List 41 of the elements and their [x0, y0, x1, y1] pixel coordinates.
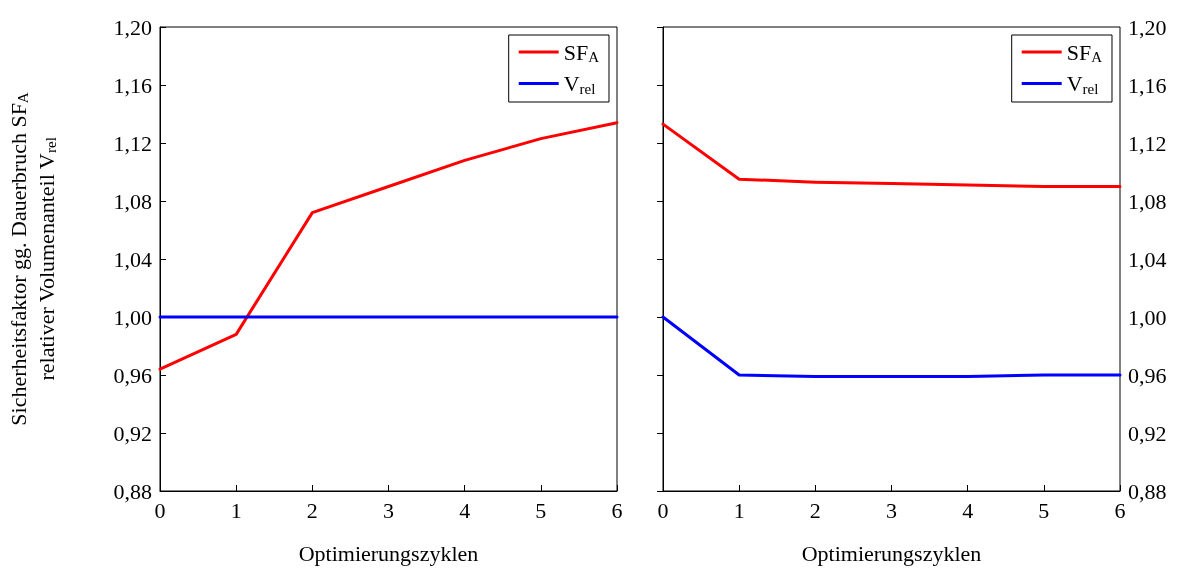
y-tick-label: 0,92 — [1128, 420, 1167, 446]
y-tick-label: 0,92 — [113, 420, 152, 446]
legend-label: Vrel — [563, 71, 596, 97]
x-tick-label: 5 — [535, 497, 547, 523]
x-tick-label: 3 — [886, 497, 897, 523]
y-tick-label: 0,88 — [113, 478, 152, 504]
y-tick-label: 1,12 — [1128, 130, 1167, 156]
x-tick-label: 3 — [383, 497, 394, 523]
legend-label: SFA — [1066, 39, 1103, 65]
x-tick-label: 2 — [809, 497, 821, 523]
y-tick-label: 1,16 — [1128, 72, 1167, 98]
x-axis-title: Optimierungszyklen — [298, 540, 479, 566]
y-tick-label: 1,12 — [113, 130, 152, 156]
y-tick-label: 1,00 — [113, 304, 152, 330]
legend-label: Vrel — [1066, 71, 1099, 97]
y-tick-label: 0,88 — [1128, 478, 1167, 504]
x-tick-label: 4 — [962, 497, 974, 523]
text: Sicherheitsfaktor gg. Dauerbruch SFA relativer Volumenanteil Vrel — [5, 92, 59, 426]
y-tick-label: 1,20 — [1128, 14, 1167, 40]
y-tick-label: 1,20 — [113, 14, 152, 40]
x-tick-label: 5 — [1038, 497, 1050, 523]
y-tick-label: 0,96 — [113, 362, 152, 388]
y-tick-label: 1,00 — [1128, 304, 1167, 330]
line-series — [661, 122, 1122, 188]
line-series — [158, 121, 619, 371]
x-tick-label: 2 — [306, 497, 318, 523]
x-tick-label: 6 — [1114, 497, 1126, 523]
x-axis-title: Optimierungszyklen — [801, 540, 982, 566]
y-tick-label: 1,08 — [113, 188, 152, 214]
x-tick-label: 1 — [733, 497, 745, 523]
x-tick-label: 1 — [230, 497, 242, 523]
legend-label: SFA — [563, 39, 600, 65]
x-tick-label: 0 — [154, 497, 166, 523]
y-tick-label: 1,04 — [113, 246, 152, 272]
y-tick-label: 1,16 — [113, 72, 152, 98]
x-tick-label: 0 — [657, 497, 669, 523]
y-tick-label: 1,08 — [1128, 188, 1167, 214]
y-tick-label: 0,96 — [1128, 362, 1167, 388]
x-tick-label: 4 — [459, 497, 471, 523]
x-tick-label: 6 — [611, 497, 623, 523]
y-tick-label: 1,04 — [1128, 246, 1167, 272]
